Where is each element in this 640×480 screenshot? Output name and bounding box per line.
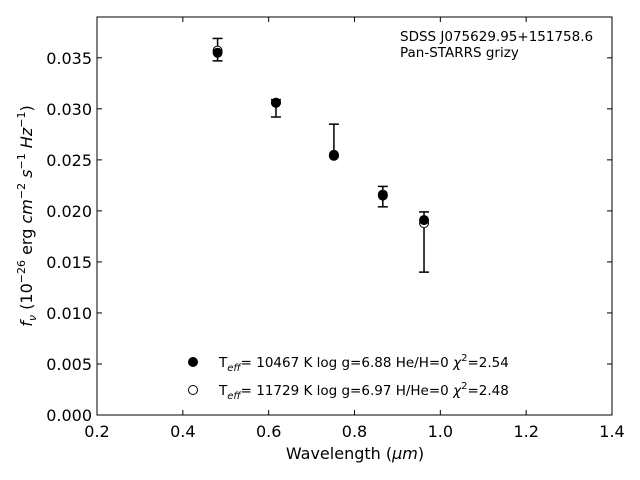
y-tick-label: 0.035 (46, 49, 92, 68)
x-tick-label: 1.0 (428, 422, 453, 441)
annotation-survey: Pan-STARRS grizy (400, 45, 519, 61)
y-tick-label: 0.000 (46, 406, 92, 425)
plot-frame (96, 16, 613, 416)
filled-point-4 (419, 215, 430, 226)
legend: Teff= 10467 K log g=6.88 He/H=0 χ2=2.54 … (188, 353, 509, 402)
x-tick-label: 0.8 (342, 422, 367, 441)
legend-label-open: Teff= 11729 K log g=6.97 H/He=0 χ2=2.48 (218, 381, 509, 402)
x-axis-title: Wavelength (μm) (286, 444, 424, 463)
x-axis: 0.2 0.4 0.6 0.8 1.0 1.2 1.4 (84, 17, 625, 441)
legend-marker-filled (188, 357, 198, 367)
x-tick-label: 0.2 (84, 422, 109, 441)
filled-point-1 (270, 97, 281, 108)
y-tick-label: 0.030 (46, 100, 92, 119)
filled-point-2 (328, 150, 339, 161)
legend-marker-open (188, 385, 198, 395)
x-tick-label: 1.4 (599, 422, 624, 441)
x-tick-label: 1.2 (513, 422, 538, 441)
x-tick-label: 0.6 (256, 422, 281, 441)
y-tick-label: 0.005 (46, 355, 92, 374)
annotation-object: SDSS J075629.95+151758.6 (400, 29, 593, 45)
y-tick-label: 0.010 (46, 304, 92, 323)
plot-area (97, 17, 612, 415)
y-tick-label: 0.015 (46, 253, 92, 272)
legend-label-filled: Teff= 10467 K log g=6.88 He/H=0 χ2=2.54 (218, 353, 509, 374)
y-axis-title: fν (10−26 erg cm−2 s−1 Hz−1) (15, 105, 39, 326)
x-tick-label: 0.4 (170, 422, 195, 441)
y-tick-label: 0.025 (46, 151, 92, 170)
filled-point-3 (377, 190, 388, 201)
filled-point-0 (212, 47, 223, 58)
y-tick-label: 0.020 (46, 202, 92, 221)
data-markers (212, 45, 430, 229)
y-axis: 0.000 0.005 0.010 0.015 0.020 0.025 0.030 0.035 (46, 49, 612, 425)
